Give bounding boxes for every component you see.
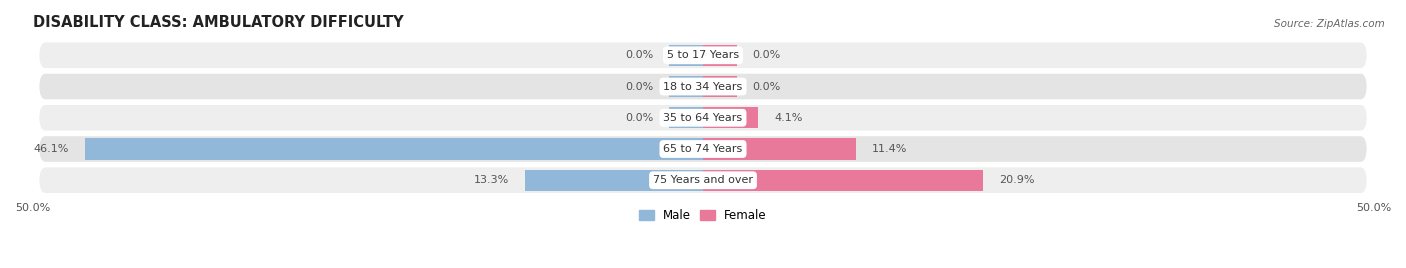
FancyBboxPatch shape [39, 168, 1367, 193]
Bar [669, 76, 703, 97]
Bar [703, 45, 737, 66]
Bar [703, 170, 983, 191]
Text: DISABILITY CLASS: AMBULATORY DIFFICULTY: DISABILITY CLASS: AMBULATORY DIFFICULTY [32, 15, 404, 30]
Text: 65 to 74 Years: 65 to 74 Years [664, 144, 742, 154]
Text: 0.0%: 0.0% [626, 81, 654, 92]
FancyBboxPatch shape [39, 74, 1367, 99]
Legend: Male, Female: Male, Female [634, 204, 772, 226]
Text: 11.4%: 11.4% [872, 144, 907, 154]
Text: 18 to 34 Years: 18 to 34 Years [664, 81, 742, 92]
Text: Source: ZipAtlas.com: Source: ZipAtlas.com [1274, 19, 1385, 29]
Bar [669, 45, 703, 66]
FancyBboxPatch shape [39, 43, 1367, 68]
Text: 5 to 17 Years: 5 to 17 Years [666, 50, 740, 60]
Bar [703, 138, 856, 160]
Text: 35 to 64 Years: 35 to 64 Years [664, 113, 742, 123]
Bar [669, 107, 703, 128]
Text: 0.0%: 0.0% [752, 50, 780, 60]
Bar [524, 170, 703, 191]
FancyBboxPatch shape [39, 105, 1367, 131]
Text: 46.1%: 46.1% [34, 144, 69, 154]
Bar [84, 138, 703, 160]
Bar [703, 76, 737, 97]
Text: 0.0%: 0.0% [626, 113, 654, 123]
FancyBboxPatch shape [39, 136, 1367, 162]
Text: 20.9%: 20.9% [1000, 175, 1035, 185]
Text: 13.3%: 13.3% [474, 175, 509, 185]
Bar [703, 107, 758, 128]
Text: 75 Years and over: 75 Years and over [652, 175, 754, 185]
Text: 0.0%: 0.0% [626, 50, 654, 60]
Text: 4.1%: 4.1% [775, 113, 803, 123]
Text: 0.0%: 0.0% [752, 81, 780, 92]
